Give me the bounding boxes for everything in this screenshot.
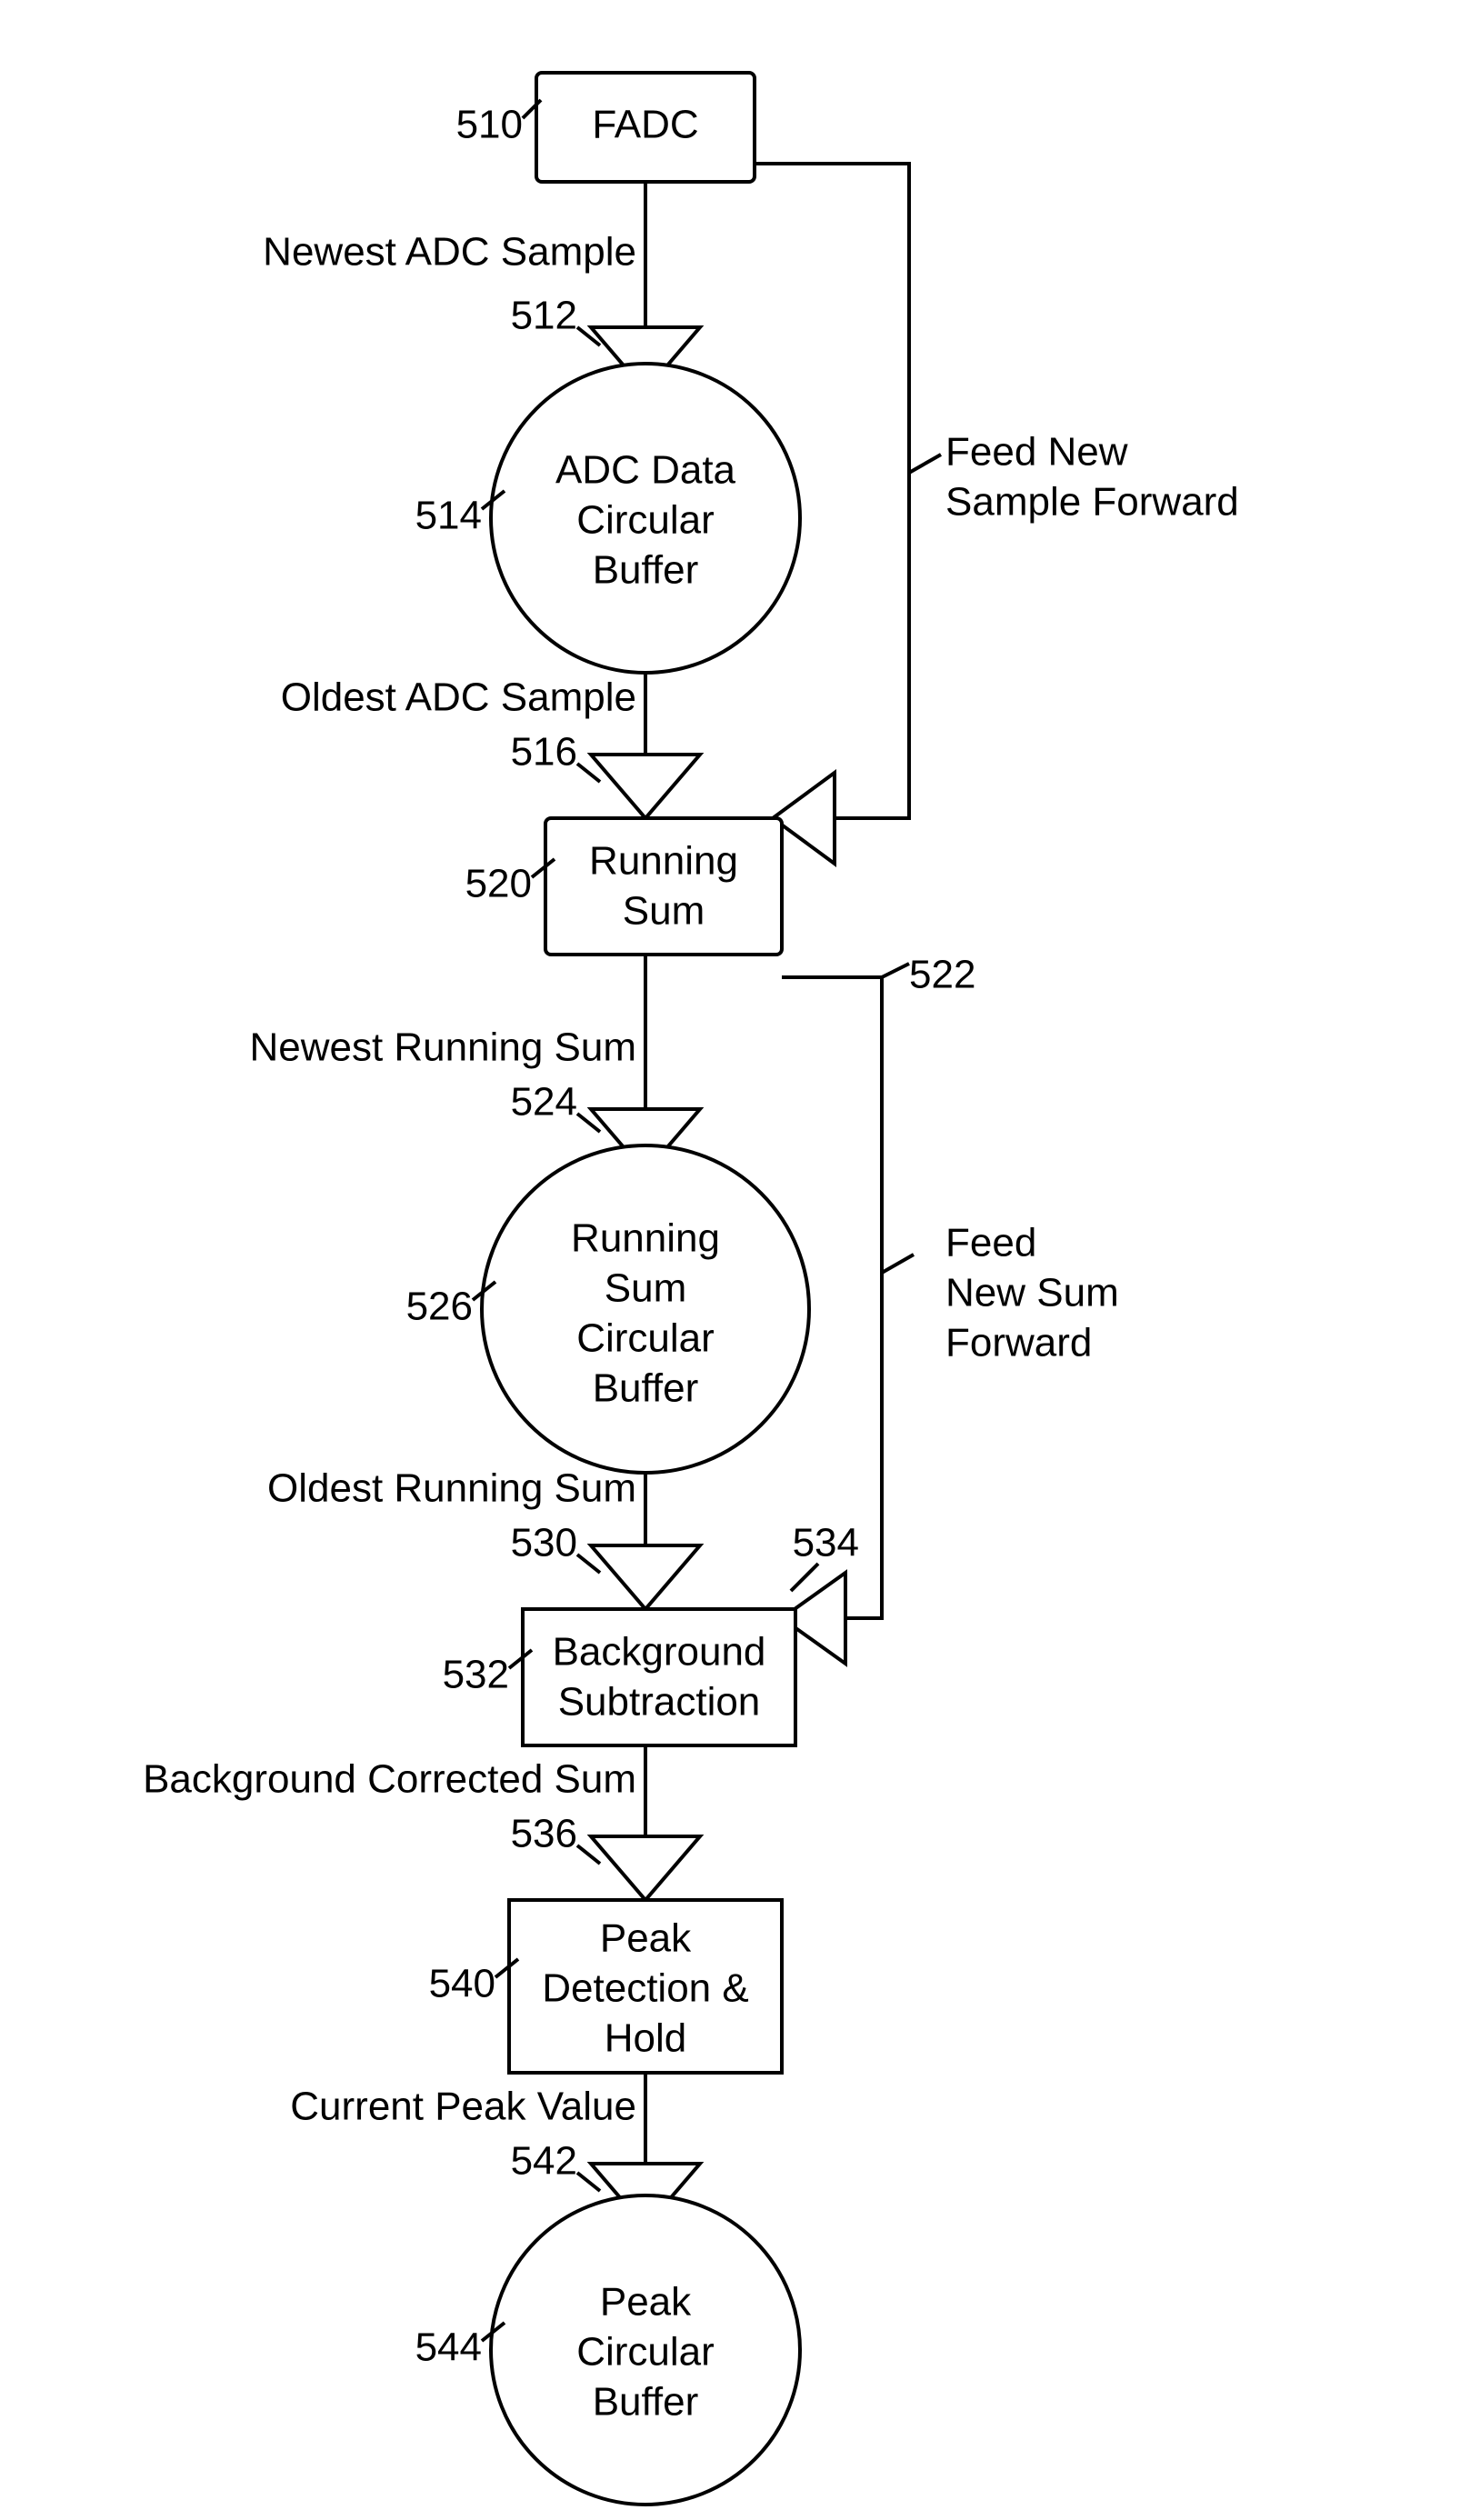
ref-520: 520: [465, 862, 532, 906]
node-rsum-label-2: Sum: [623, 889, 705, 934]
node-rsbuf-label-1: Running: [571, 1216, 720, 1261]
node-fadc-label: FADC: [592, 103, 698, 147]
node-pdh-label-1: Peak: [600, 1916, 692, 1961]
arrow-rsbuf-to-bgsub-head: [591, 1545, 700, 1609]
node-rsbuf-label-3: Circular: [576, 1316, 715, 1361]
ref-524: 524: [511, 1080, 577, 1125]
node-pbuf-label-3: Buffer: [593, 2380, 699, 2425]
edge-oldest-adc-label: Oldest ADC Sample: [281, 675, 636, 720]
arrow-adcbuf-to-rsum-head: [591, 755, 700, 818]
node-pbuf-label-2: Circular: [576, 2330, 715, 2375]
node-pbuf-label-1: Peak: [600, 2280, 692, 2325]
edge-newest-rs-label: Newest Running Sum: [249, 1025, 636, 1070]
ref-536: 536: [511, 1812, 577, 1856]
node-bgsub-label-1: Background: [553, 1630, 766, 1675]
ref-510: 510: [456, 103, 523, 147]
node-rsbuf-label-2: Sum: [605, 1266, 686, 1311]
feed-new-sum-forward-label-1: Feed: [945, 1221, 1036, 1265]
ref-534: 534: [793, 1521, 859, 1565]
node-rsum-label-1: Running: [589, 839, 738, 884]
ref-532: 532: [443, 1653, 509, 1697]
arrow-bgsub-to-pdh-head: [591, 1836, 700, 1900]
ref-516: 516: [511, 730, 577, 775]
ref-512: 512: [511, 294, 577, 338]
node-rsbuf-label-4: Buffer: [593, 1366, 699, 1411]
flowchart-canvas: FADC 510 Newest ADC Sample 512 Feed New …: [0, 0, 1470, 2520]
ref-516-tick: [577, 764, 600, 782]
ref-526: 526: [406, 1285, 473, 1329]
node-pdh-label-3: Hold: [605, 2016, 687, 2061]
ref-540: 540: [429, 1962, 495, 2006]
node-adcbuf-label-3: Buffer: [593, 548, 699, 593]
ref-544: 544: [415, 2325, 482, 2370]
node-bgsub-label-2: Subtraction: [558, 1680, 761, 1725]
node-adcbuf-label-2: Circular: [576, 498, 715, 543]
feed-new-sum-forward-tick: [882, 1255, 914, 1273]
node-pdh-label-2: Detection &: [542, 1966, 748, 2011]
feed-new-sample-forward-label-1: Feed New: [945, 430, 1128, 475]
ref-542: 542: [511, 2139, 577, 2184]
edge-currpeak-label: Current Peak Value: [290, 2085, 636, 2129]
ref-522: 522: [909, 953, 975, 997]
feed-new-sum-forward-label-2: New Sum: [945, 1271, 1119, 1315]
edge-oldest-rs-label: Oldest Running Sum: [267, 1466, 636, 1511]
edge-newest-adc-label: Newest ADC Sample: [263, 230, 636, 275]
edge-bgcorr-label: Background Corrected Sum: [143, 1757, 636, 1802]
ref-530-tick: [577, 1555, 600, 1573]
feed-new-sum-forward-label-3: Forward: [945, 1321, 1092, 1365]
ref-534-tick: [791, 1564, 818, 1591]
node-adcbuf-label-1: ADC Data: [555, 448, 736, 493]
feed-new-sample-forward-tick: [909, 455, 941, 473]
ref-542-tick: [577, 2173, 600, 2191]
feed-new-sample-forward-label-2: Sample Forward: [945, 480, 1239, 525]
ref-522-tick: [882, 964, 909, 977]
ref-530: 530: [511, 1521, 577, 1565]
ref-536-tick: [577, 1845, 600, 1864]
ref-514: 514: [415, 494, 482, 538]
